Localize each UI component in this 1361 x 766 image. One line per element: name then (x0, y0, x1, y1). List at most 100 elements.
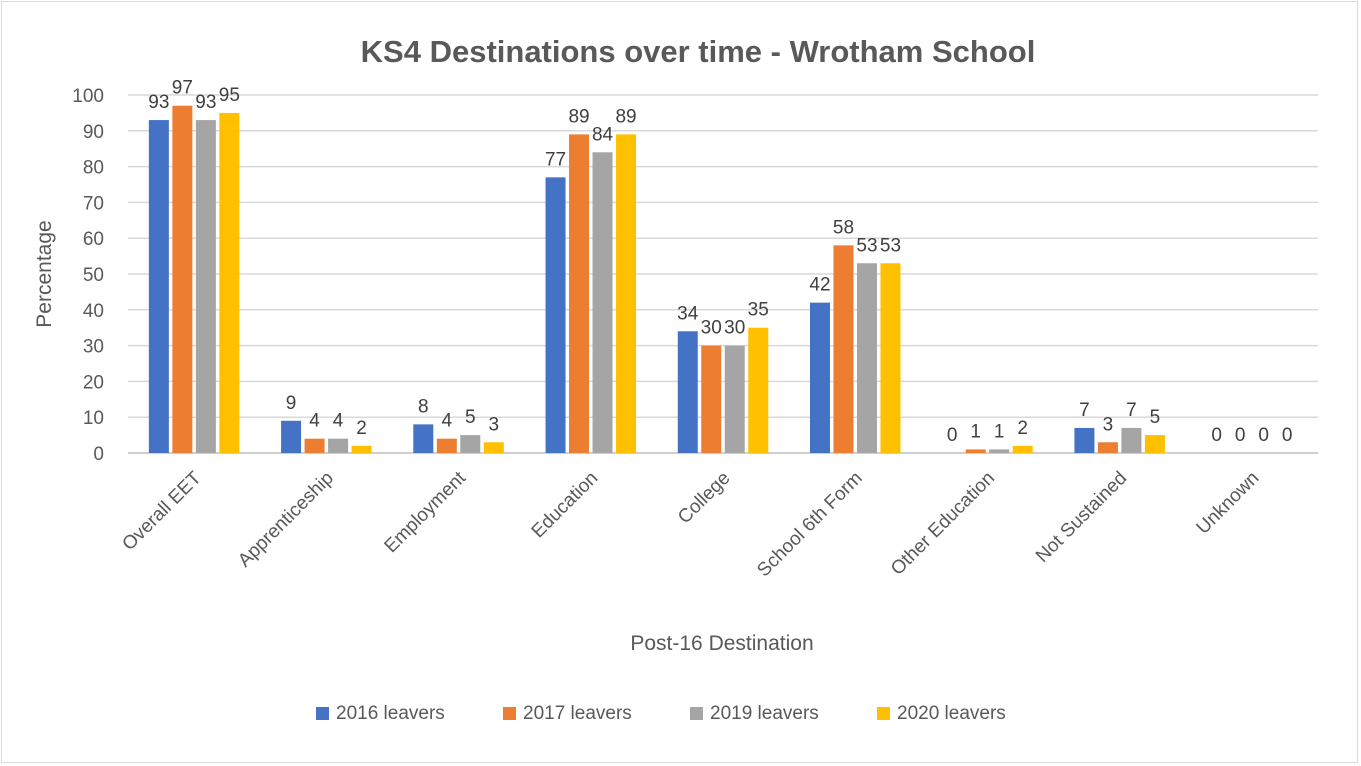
legend-swatch (316, 707, 329, 720)
y-tick-label: 20 (83, 372, 104, 393)
data-label: 53 (856, 235, 877, 256)
bar (436, 438, 457, 453)
bar (483, 442, 504, 453)
y-axis-label: Percentage (33, 220, 56, 327)
bar (677, 331, 698, 453)
x-axis-label: Post-16 Destination (630, 632, 813, 655)
bar (724, 345, 745, 453)
bar (281, 420, 302, 453)
legend-entry: 2016 leavers (336, 703, 445, 724)
data-label: 95 (219, 85, 240, 106)
bar (1121, 427, 1142, 453)
legend-entry: 2019 leavers (710, 703, 819, 724)
bar (195, 120, 216, 453)
x-tick-label: Unknown (1193, 468, 1264, 539)
bar (569, 134, 590, 453)
data-label: 89 (615, 106, 636, 127)
data-label: 2 (356, 418, 367, 439)
data-label: 35 (748, 300, 769, 321)
bar (616, 134, 637, 453)
bar (809, 302, 830, 453)
bar (880, 263, 901, 453)
y-tick-label: 90 (83, 122, 104, 143)
y-tick-label: 30 (83, 337, 104, 358)
y-tick-label: 80 (83, 158, 104, 179)
data-label: 1 (970, 421, 981, 442)
bar (1074, 427, 1095, 453)
bar (748, 327, 769, 453)
data-label: 2 (1017, 418, 1028, 439)
data-label: 0 (947, 425, 958, 446)
y-tick-label: 50 (83, 265, 104, 286)
bar (545, 177, 566, 453)
data-label: 0 (1282, 425, 1293, 446)
legend-entry: 2020 leavers (897, 703, 1006, 724)
data-label: 30 (701, 318, 722, 339)
data-label: 84 (592, 124, 614, 145)
data-label: 7 (1079, 400, 1090, 421)
y-tick-label: 60 (83, 229, 104, 250)
legend-swatch (690, 707, 703, 720)
bar (172, 105, 193, 454)
bar (413, 424, 434, 453)
bar (1097, 442, 1118, 453)
x-tick-label: School 6th Form (753, 468, 866, 581)
data-label: 4 (442, 411, 453, 432)
bar (148, 120, 169, 453)
data-label: 34 (677, 303, 699, 324)
data-label: 4 (333, 411, 344, 432)
data-label: 0 (1258, 425, 1269, 446)
y-tick-label: 40 (83, 301, 104, 322)
bar (328, 438, 349, 453)
data-label: 77 (545, 149, 566, 170)
y-tick-label: 100 (72, 86, 104, 107)
data-label: 42 (809, 275, 830, 296)
data-label: 89 (568, 106, 589, 127)
data-label: 93 (148, 92, 169, 113)
data-label: 5 (1150, 407, 1161, 428)
data-label: 1 (994, 421, 1005, 442)
gridlines (128, 94, 1318, 454)
data-label: 3 (1103, 414, 1114, 435)
bar (592, 152, 613, 453)
y-tick-label: 0 (93, 444, 104, 465)
x-axis-ticks: Overall EET Apprenticeship Employment Educa… (118, 467, 1263, 581)
data-label: 0 (1211, 425, 1222, 446)
y-axis-ticks: 0 10 20 30 40 50 60 70 80 90 100 (72, 86, 104, 465)
bar (989, 449, 1010, 453)
data-label: 53 (880, 235, 901, 256)
bars (148, 105, 1165, 454)
data-label: 8 (418, 396, 429, 417)
legend-entry: 2017 leavers (523, 703, 632, 724)
y-tick-label: 70 (83, 193, 104, 214)
bar (965, 449, 986, 453)
bar (304, 438, 325, 453)
bar (460, 435, 481, 453)
x-tick-label: Overall EET (118, 467, 206, 555)
bar (856, 263, 877, 453)
x-tick-label: Education (528, 468, 603, 543)
legend-swatch (877, 707, 890, 720)
data-label: 3 (489, 414, 500, 435)
data-label: 9 (286, 393, 297, 414)
x-tick-label: Apprenticeship (234, 468, 338, 572)
bar (1144, 435, 1165, 453)
y-tick-label: 10 (83, 408, 104, 429)
x-tick-label: Other Education (887, 468, 999, 580)
bar (219, 112, 240, 454)
data-label: 58 (833, 217, 854, 238)
data-label: 7 (1126, 400, 1137, 421)
data-label: 5 (465, 407, 476, 428)
x-tick-label: Not Sustained (1032, 468, 1131, 567)
chart-title: KS4 Destinations over time - Wrotham Sch… (361, 34, 1036, 69)
data-label: 30 (724, 318, 745, 339)
data-label: 97 (172, 78, 193, 99)
data-label: 4 (309, 411, 320, 432)
bar (1012, 445, 1033, 453)
data-label: 0 (1235, 425, 1246, 446)
data-label: 93 (195, 92, 216, 113)
